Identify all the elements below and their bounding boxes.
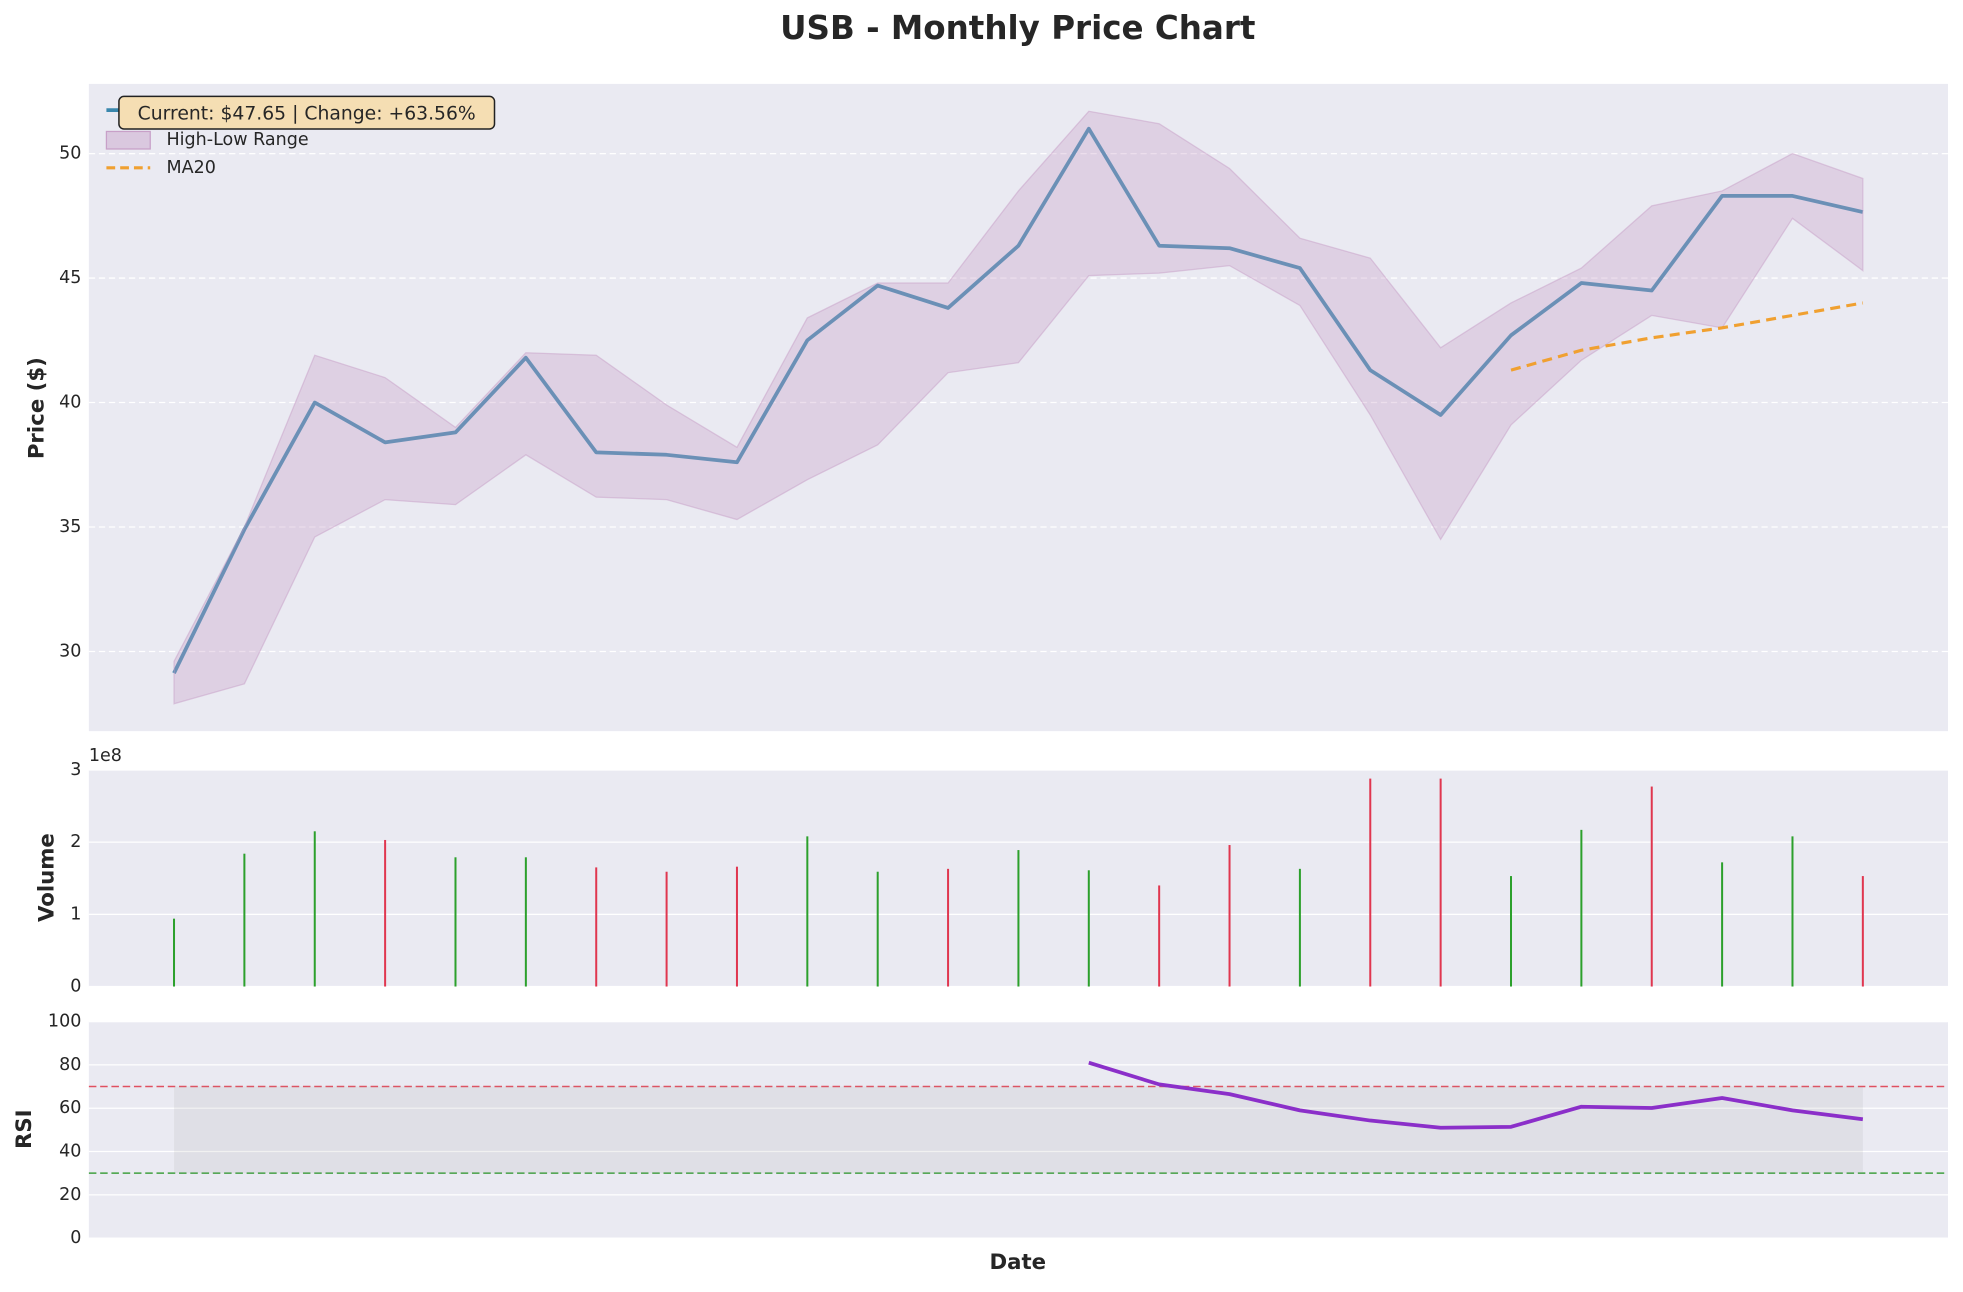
volume-bar	[384, 839, 387, 987]
volume-bar	[243, 853, 246, 987]
volume-bar	[1721, 862, 1724, 987]
volume-bar	[806, 836, 809, 987]
volume-bar	[313, 831, 316, 987]
reference-band	[174, 1086, 1863, 1174]
legend-swatch	[105, 130, 151, 150]
volume-bar	[735, 866, 738, 987]
y-tick-label: 100	[48, 1012, 81, 1032]
volume-bar	[1861, 876, 1864, 987]
volume-bar	[876, 871, 879, 987]
series-line	[172, 126, 1864, 674]
y-tick-label: 0	[70, 1228, 81, 1248]
volume-bar	[947, 868, 950, 987]
y-tick-label: 30	[59, 641, 81, 661]
y-tick-label: 60	[59, 1098, 81, 1118]
x-axis-label: Date	[990, 1250, 1047, 1275]
legend-label: High-Low Range	[167, 130, 309, 150]
annotation-box	[118, 95, 496, 130]
volume-bar	[1650, 786, 1653, 987]
y-tick-label: 3	[70, 760, 81, 780]
volume-bar	[1369, 778, 1372, 987]
y-tick-label: 0	[70, 977, 81, 997]
y-tick-label: 50	[59, 144, 81, 164]
volume-bar	[1439, 778, 1442, 987]
legend-label: MA20	[167, 158, 216, 178]
y-tick-label: 20	[59, 1185, 81, 1205]
volume-bar	[665, 871, 668, 987]
offset-label: 1e8	[89, 746, 122, 766]
volume-bar	[1510, 876, 1513, 987]
y-tick-label: 2	[70, 832, 81, 852]
series-line	[1088, 1060, 1864, 1130]
y-tick-label: 80	[59, 1055, 81, 1075]
volume-bar	[1228, 845, 1231, 987]
annotation: Current: $47.65 | Change: +63.56%	[138, 103, 476, 124]
y-axis-label: Price ($)	[25, 357, 50, 459]
volume-bar	[595, 867, 598, 987]
volume-bar	[524, 857, 527, 987]
legend: Close Price High-Low Range MA20 Current:…	[105, 95, 496, 178]
high-low-band	[173, 110, 1864, 705]
y-tick-label: 45	[59, 268, 81, 288]
volume-bar	[1017, 850, 1020, 987]
y-tick-label: 1	[70, 904, 81, 924]
volume-bar	[454, 857, 457, 987]
chart-title: USB - Monthly Price Chart	[780, 9, 1255, 47]
volume-bar	[1791, 836, 1794, 987]
volume-bar	[1298, 868, 1301, 987]
y-axis-label: Volume	[35, 833, 60, 922]
y-tick-label: 40	[59, 1142, 81, 1162]
volume-bar	[1087, 870, 1090, 987]
plot-background	[88, 1021, 1948, 1239]
series-line	[1510, 301, 1864, 372]
volume-bar	[173, 918, 176, 987]
y-tick-label: 40	[59, 393, 81, 413]
y-axis-label: RSI	[12, 1109, 37, 1149]
y-tick-label: 35	[59, 517, 81, 537]
volume-bar	[1580, 829, 1583, 987]
volume-bar	[1158, 885, 1161, 987]
